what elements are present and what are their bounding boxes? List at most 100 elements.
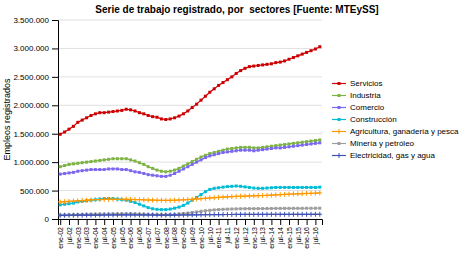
marker-shape	[147, 173, 150, 176]
marker-shape	[81, 169, 84, 172]
marker	[59, 165, 62, 168]
marker-shape	[163, 213, 168, 218]
marker	[318, 45, 321, 48]
marker-shape	[204, 190, 207, 193]
marker-shape	[125, 157, 128, 160]
marker-shape	[270, 207, 273, 210]
marker-shape	[317, 212, 322, 217]
marker-shape	[252, 207, 255, 210]
marker	[142, 163, 145, 166]
marker	[84, 213, 89, 218]
marker	[239, 69, 242, 72]
legend-label: Electricidad, gas y agua	[350, 151, 435, 160]
marker-shape	[97, 197, 102, 202]
marker	[269, 212, 274, 217]
marker	[283, 143, 286, 146]
marker-shape	[125, 108, 128, 111]
marker-shape	[226, 150, 229, 153]
marker-shape	[235, 72, 238, 75]
marker-shape	[216, 195, 221, 200]
marker-shape	[103, 158, 106, 161]
marker	[97, 197, 102, 202]
series	[59, 138, 322, 173]
marker-shape	[150, 198, 155, 203]
legend-marker-shape	[338, 118, 341, 121]
marker	[94, 112, 97, 115]
marker	[200, 193, 203, 196]
legend-marker-shape	[338, 106, 341, 109]
x-tick-mark	[139, 219, 140, 225]
marker-shape	[81, 161, 84, 164]
marker	[134, 109, 137, 112]
marker	[116, 157, 119, 160]
marker	[128, 197, 133, 202]
marker-shape	[217, 152, 220, 155]
marker	[252, 207, 255, 210]
y-tick-mark	[52, 48, 58, 49]
marker	[265, 193, 270, 198]
x-tick: jul-06	[136, 219, 144, 245]
marker	[317, 190, 322, 195]
marker	[195, 161, 198, 164]
marker-shape	[309, 191, 314, 196]
marker-shape	[147, 114, 150, 117]
marker-shape	[133, 212, 138, 217]
marker	[59, 133, 62, 136]
marker	[204, 156, 207, 159]
marker-shape	[156, 116, 159, 119]
marker	[155, 198, 160, 203]
marker	[107, 158, 110, 161]
marker-shape	[186, 162, 189, 165]
marker	[163, 198, 168, 203]
marker-shape	[194, 212, 199, 217]
series	[58, 212, 322, 218]
marker	[243, 194, 248, 199]
x-tick-label: ene-02	[57, 227, 64, 249]
marker	[301, 144, 304, 147]
marker	[301, 141, 304, 144]
marker	[102, 197, 107, 202]
marker-shape	[304, 191, 309, 196]
marker-shape	[256, 212, 261, 217]
legend-swatch	[332, 95, 346, 96]
marker	[296, 144, 299, 147]
marker-shape	[213, 87, 216, 90]
marker-shape	[296, 186, 299, 189]
legend-swatch	[332, 119, 346, 120]
marker	[178, 167, 181, 170]
marker	[155, 213, 160, 218]
marker-shape	[107, 167, 110, 170]
marker-shape	[204, 209, 207, 212]
marker	[318, 138, 321, 141]
marker	[185, 197, 190, 202]
marker	[222, 208, 225, 211]
marker	[156, 174, 159, 177]
marker-shape	[283, 207, 286, 210]
marker	[200, 158, 203, 161]
marker-shape	[204, 95, 207, 98]
marker	[200, 99, 203, 102]
marker	[124, 212, 129, 217]
marker	[169, 208, 172, 211]
x-tick: jul-02	[66, 219, 74, 245]
marker	[80, 213, 85, 218]
marker-shape	[270, 186, 273, 189]
marker	[310, 49, 313, 52]
marker	[98, 111, 101, 114]
legend-swatch	[332, 83, 346, 84]
marker	[260, 212, 265, 217]
marker	[230, 147, 233, 150]
marker-shape	[248, 65, 251, 68]
marker-shape	[156, 169, 159, 172]
legend-marker	[338, 94, 341, 97]
marker-shape	[288, 145, 291, 148]
marker-shape	[98, 168, 101, 171]
marker	[151, 174, 154, 177]
marker	[112, 167, 115, 170]
x-tick-mark	[157, 219, 158, 225]
marker-shape	[178, 167, 181, 170]
marker-shape	[291, 212, 296, 217]
series-line	[60, 193, 320, 202]
marker	[213, 187, 216, 190]
marker	[146, 198, 151, 203]
